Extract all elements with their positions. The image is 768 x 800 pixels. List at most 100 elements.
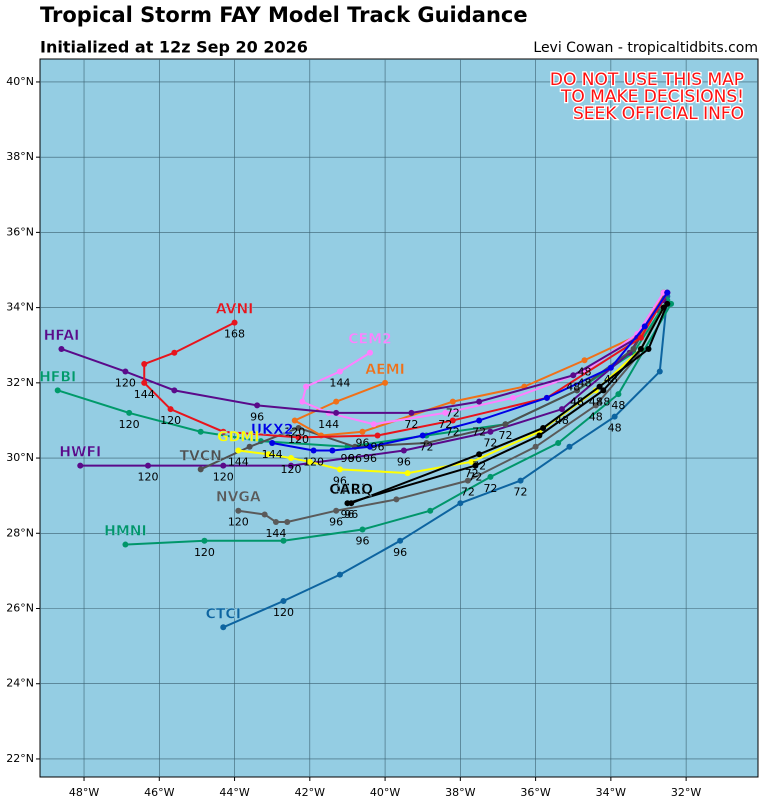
track-point <box>126 409 133 416</box>
hour-label: 144 <box>318 418 339 431</box>
hour-label: 48 <box>578 377 592 390</box>
track-point <box>656 368 663 375</box>
model-name: TVCN <box>179 448 221 464</box>
hour-label: 96 <box>250 410 264 423</box>
track-point <box>558 406 565 413</box>
track-point <box>287 455 294 462</box>
model-name: CARQ <box>329 482 373 498</box>
chart-title: Tropical Storm FAY Model Track Guidance <box>40 3 528 27</box>
model-name: HWFI <box>59 445 101 461</box>
y-tick-label: 40°N <box>6 75 34 88</box>
hour-label: 48 <box>608 422 622 435</box>
y-tick-label: 30°N <box>6 451 34 464</box>
track-point <box>637 334 644 341</box>
track-line <box>143 292 669 439</box>
track-point <box>408 409 415 416</box>
warning-text: TO MAKE DECISIONS! <box>560 87 744 107</box>
hour-label: 96 <box>355 437 369 450</box>
track-point <box>336 571 343 578</box>
track-point <box>295 434 302 441</box>
track-point <box>370 421 377 428</box>
y-tick-label: 34°N <box>6 301 34 314</box>
track-line <box>61 292 669 414</box>
track-point <box>122 541 129 548</box>
track-point <box>269 440 276 447</box>
hour-label: 120 <box>303 456 324 469</box>
track-point <box>630 345 637 352</box>
track-line <box>222 296 669 629</box>
track-point <box>664 300 671 307</box>
track-point <box>487 428 494 435</box>
model-name: GDMI <box>217 430 259 446</box>
track-point <box>220 428 227 435</box>
track-point <box>637 345 644 352</box>
track-point <box>664 289 671 296</box>
hour-label: 120 <box>160 414 181 427</box>
track-point <box>197 428 204 435</box>
track-point <box>566 443 573 450</box>
track-point <box>404 470 411 477</box>
track-point <box>570 372 577 379</box>
hour-label: 72 <box>483 482 497 495</box>
track-point <box>231 319 238 326</box>
hour-label: 144 <box>329 377 350 390</box>
hour-label: 72 <box>446 425 460 438</box>
track-point <box>600 387 607 394</box>
track-point <box>476 417 483 424</box>
hour-label: 72 <box>461 486 475 499</box>
hour-label: 96 <box>329 516 343 529</box>
track-point <box>423 440 430 447</box>
track-point <box>487 473 494 480</box>
hour-label: 72 <box>498 429 512 442</box>
hour-label: 120 <box>273 606 294 619</box>
model-name: HFAI <box>44 328 80 344</box>
hour-label: 72 <box>419 440 433 453</box>
track-point <box>374 432 381 439</box>
track-point <box>171 387 178 394</box>
track-line <box>57 299 669 448</box>
track-point <box>122 368 129 375</box>
x-tick-label: 34°W <box>596 786 626 799</box>
hour-label: 96 <box>344 508 358 521</box>
track-point <box>419 432 426 439</box>
track-point <box>476 398 483 405</box>
hour-label: 144 <box>262 448 283 461</box>
hour-label: 72 <box>472 459 486 472</box>
hour-label: 72 <box>483 437 497 450</box>
hour-label: 144 <box>134 388 155 401</box>
track-point <box>295 424 302 431</box>
track-point <box>336 466 343 473</box>
track-point <box>291 417 298 424</box>
model-name: AVNI <box>216 302 254 318</box>
track-point <box>510 394 517 401</box>
y-tick-label: 26°N <box>6 602 34 615</box>
hour-label: 144 <box>228 456 249 469</box>
map-area <box>39 58 759 778</box>
track-point <box>536 432 543 439</box>
y-tick-label: 28°N <box>6 526 34 539</box>
model-name: UKX2 <box>251 422 294 438</box>
track-point <box>449 398 456 405</box>
track-point <box>235 447 242 454</box>
track-point <box>284 518 291 525</box>
track-point <box>427 507 434 514</box>
hour-label: 72 <box>472 425 486 438</box>
track-point <box>254 402 261 409</box>
x-tick-label: 40°W <box>370 786 400 799</box>
hour-label: 48 <box>570 395 584 408</box>
hour-label: 96 <box>348 452 362 465</box>
credit: Levi Cowan - tropicaltidbits.com <box>533 40 758 56</box>
hour-label: 96 <box>340 508 354 521</box>
x-tick-label: 46°W <box>144 786 174 799</box>
x-tick-label: 32°W <box>671 786 701 799</box>
warning-text: DO NOT USE THIS MAP <box>550 70 744 90</box>
hour-label: 144 <box>265 527 286 540</box>
track-point <box>167 406 174 413</box>
track-point <box>54 387 61 394</box>
track-point <box>287 462 294 469</box>
hour-label: 48 <box>611 399 625 412</box>
hour-label: 72 <box>514 486 528 499</box>
track-point <box>220 624 227 631</box>
track-point <box>246 443 253 450</box>
